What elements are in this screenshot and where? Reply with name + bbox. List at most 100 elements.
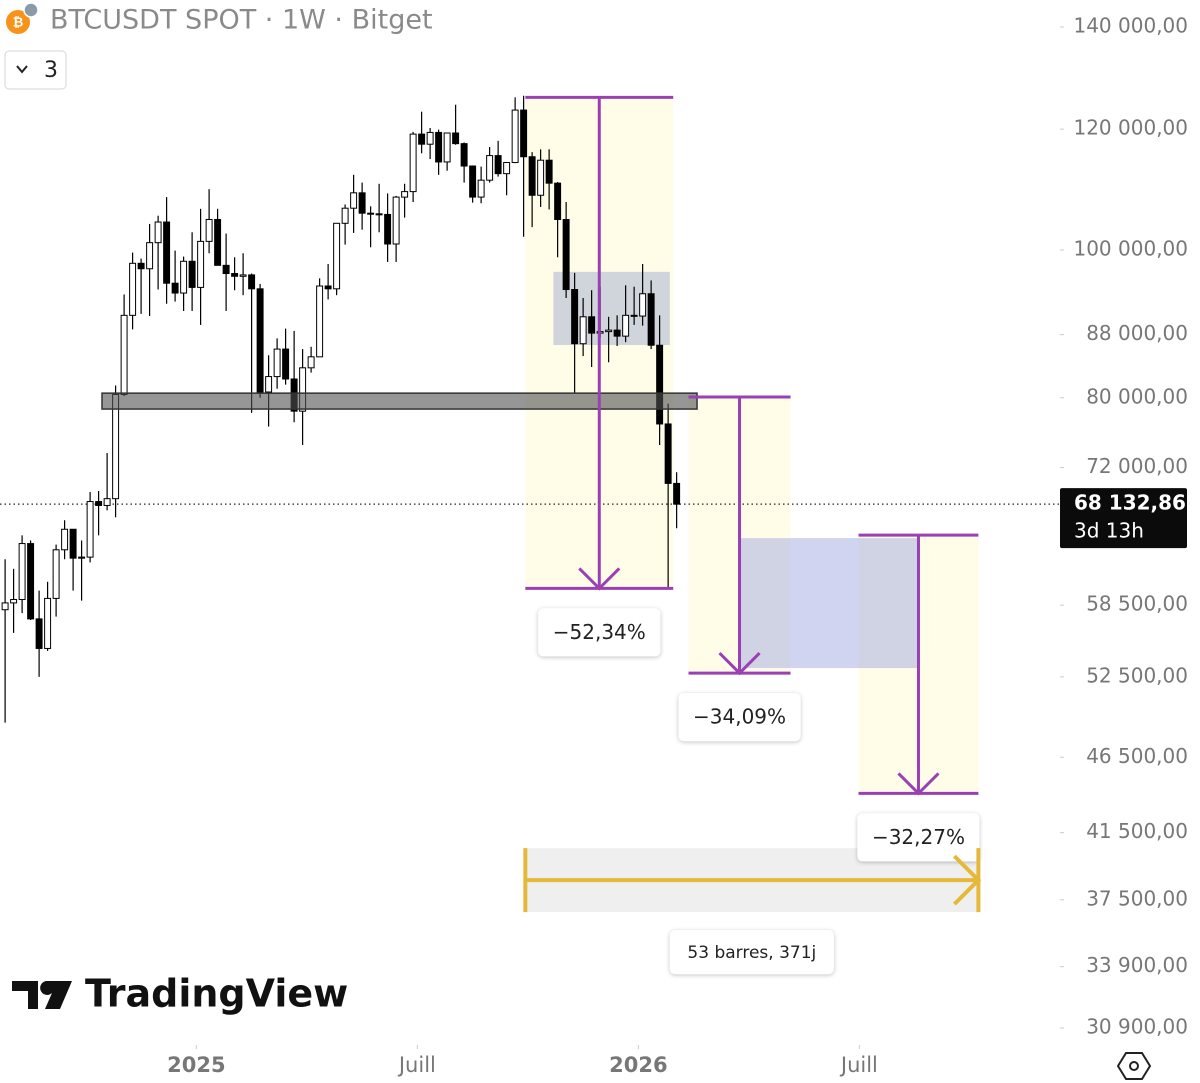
y-tick-label: 72 000,00 — [1086, 454, 1188, 478]
candle-body — [163, 221, 171, 284]
candle-body — [469, 165, 477, 198]
measure-label-box — [857, 813, 980, 862]
time-range-label: 53 barres, 371j — [687, 943, 816, 963]
dropdown[interactable] — [4, 50, 67, 90]
candle-body — [214, 218, 222, 266]
candle-body — [443, 132, 451, 163]
candle-body — [494, 155, 502, 175]
candle-body — [630, 314, 638, 317]
candle-body — [605, 329, 613, 333]
candle-body — [154, 221, 162, 244]
y-tick-label: 80 000,00 — [1086, 384, 1188, 408]
y-tick-label: 30 900,00 — [1086, 1015, 1188, 1039]
time-range-arrowhead — [952, 854, 982, 906]
measure-label: −52,34% — [553, 620, 646, 644]
zone — [101, 392, 698, 410]
measure-label-box — [538, 608, 661, 657]
candle-body — [112, 393, 120, 500]
candle-body — [69, 528, 77, 559]
drawings-front: −52,34% −34,09% −32,27% 53 barres, 371j — [101, 95, 982, 975]
y-tick-label: 58 500,00 — [1086, 592, 1188, 616]
candle-body — [452, 132, 460, 145]
y-tick-label: 120 000,00 — [1073, 116, 1188, 140]
y-tick-label: 33 900,00 — [1086, 953, 1188, 977]
y-tick-label: 140 000,00 — [1073, 13, 1188, 37]
candle-body — [520, 109, 528, 158]
zone — [740, 538, 919, 669]
candle-body — [537, 159, 545, 196]
settings-icon-center — [1129, 1061, 1139, 1071]
candle-body — [418, 133, 426, 145]
candle-body — [341, 207, 349, 224]
last-price-box — [1060, 488, 1187, 549]
candle-body — [324, 285, 332, 290]
candle-body — [146, 242, 154, 270]
candle-body — [18, 543, 26, 601]
candle-body — [137, 262, 145, 270]
x-tick-label: Juill — [839, 1053, 878, 1077]
candle-body — [477, 179, 485, 198]
candle-body — [265, 376, 273, 393]
candle-body — [384, 213, 392, 245]
symbol-title: BTCUSDT SPOT · 1W · Bitget — [50, 5, 433, 36]
exchange-icon — [23, 2, 39, 18]
candle-body — [350, 192, 358, 209]
axes: 140 000,00 120 000,00 100 000,00 88 000,00 8… — [167, 13, 1188, 1077]
countdown: 3d 13h — [1074, 519, 1144, 543]
x-tick-label: Juill — [397, 1053, 436, 1077]
candle-body — [554, 182, 562, 220]
candle-body — [180, 260, 188, 294]
candle-body — [103, 498, 111, 506]
candle-body — [44, 597, 52, 649]
candle-body — [511, 109, 519, 164]
y-tick-label: 52 500,00 — [1086, 663, 1188, 687]
candle-body — [503, 162, 511, 175]
candle-body — [545, 159, 553, 184]
candle-body — [639, 293, 647, 317]
y-tick-label: 88 000,00 — [1086, 321, 1188, 345]
candle-body — [435, 131, 443, 163]
measure-label: −34,09% — [693, 705, 786, 729]
candle-body — [95, 501, 103, 506]
candle-body — [197, 240, 205, 288]
candle-body — [571, 289, 579, 345]
coin-icon — [6, 10, 30, 34]
candle-body — [656, 344, 664, 425]
y-tick-label: 37 500,00 — [1086, 886, 1188, 910]
candle-body — [401, 191, 409, 198]
candles — [1, 95, 681, 723]
y-tick-label: 46 500,00 — [1086, 744, 1188, 768]
candle-body — [256, 288, 264, 393]
candle-body — [205, 218, 213, 242]
candle-body — [460, 143, 468, 167]
candle-body — [673, 482, 681, 505]
candle-body — [579, 316, 587, 345]
candle-body — [426, 131, 434, 145]
last-price-label: 68 132,86 — [1074, 491, 1186, 515]
settings-icon[interactable] — [1116, 1052, 1152, 1080]
candle-body — [1, 602, 9, 611]
candle-body — [588, 316, 596, 334]
candle-body — [188, 260, 196, 288]
candle-body — [392, 196, 400, 245]
candle-body — [10, 599, 18, 604]
y-tick-label: 41 500,00 — [1086, 819, 1188, 843]
measure-arrowhead — [897, 772, 940, 796]
candle-body — [333, 222, 341, 290]
candle-body — [52, 549, 60, 599]
candle-body — [239, 274, 247, 277]
candle-body — [367, 212, 375, 215]
x-tick-label: 2025 — [167, 1053, 225, 1077]
candle-body — [61, 528, 69, 551]
logo-dot — [41, 981, 53, 993]
candle-body — [486, 155, 494, 181]
candle-body — [622, 314, 630, 337]
candle-body — [78, 556, 86, 559]
measure-label: −32,27% — [872, 825, 965, 849]
branding: TradingView — [85, 972, 348, 1016]
candle-body — [129, 262, 137, 316]
measure-arrowhead — [578, 567, 621, 591]
dropdown-value: 3 — [44, 58, 58, 83]
candle-body — [299, 367, 307, 412]
